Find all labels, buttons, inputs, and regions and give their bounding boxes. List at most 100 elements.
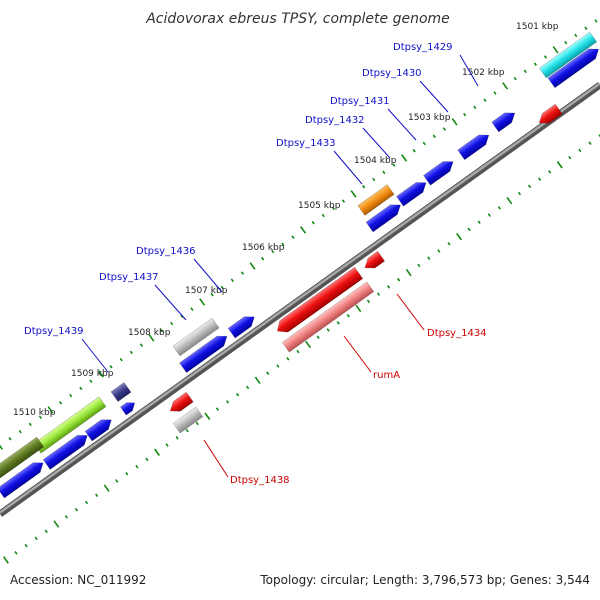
gene-reverse-1501[interactable] (536, 103, 563, 128)
misc-feature-navy[interactable] (110, 382, 132, 402)
scale-tick (483, 98, 487, 102)
gene-label[interactable]: Dtpsy_1429 (393, 42, 453, 53)
gene-dtpsy-1431[interactable] (457, 130, 493, 161)
label-leader-line (387, 108, 417, 141)
scale-tick (286, 357, 290, 361)
gene-label[interactable]: Dtpsy_1438 (230, 475, 290, 486)
outer-tick-scale (0, 19, 598, 450)
misc-feature-orange[interactable] (357, 184, 395, 216)
scale-tick (34, 536, 38, 541)
label-leader-line (343, 335, 372, 373)
scale-tick (477, 220, 481, 224)
scale-tick (24, 543, 28, 548)
tick-label: 1506 kbp (242, 243, 285, 253)
gene-ruma[interactable] (281, 281, 375, 353)
scale-tick (8, 437, 12, 441)
scale-tick (220, 285, 224, 290)
gene-label[interactable]: rumA (373, 370, 400, 381)
scale-tick (74, 507, 79, 512)
genome-backbone-highlight (0, 82, 600, 514)
gene-dtpsy-1441[interactable] (0, 458, 47, 499)
scale-tick (437, 249, 441, 253)
scale-tick (47, 406, 54, 414)
gene-label[interactable]: Dtpsy_1433 (276, 138, 336, 149)
gene-label[interactable]: Dtpsy_1430 (362, 68, 422, 79)
gene-dtpsy-1439[interactable] (84, 415, 115, 442)
scale-tick (175, 436, 179, 440)
scale-tick (109, 365, 113, 369)
gene-label[interactable]: Dtpsy_1436 (136, 246, 196, 257)
label-leader-line (362, 127, 391, 159)
label-leader-line (81, 338, 109, 373)
scale-tick (148, 334, 155, 342)
scale-tick (125, 472, 129, 476)
scale-tick (154, 448, 160, 456)
scale-tick (199, 298, 206, 306)
label-leader-line (459, 54, 479, 87)
scale-tick (69, 393, 73, 398)
misc-feature-olive[interactable] (0, 436, 45, 484)
gene-label[interactable]: Dtpsy_1439 (24, 326, 84, 337)
gene-label[interactable]: Dtpsy_1432 (305, 115, 365, 126)
scale-tick (165, 443, 169, 447)
label-leader-line (333, 150, 363, 185)
scale-tick (346, 313, 350, 318)
scale-tick (366, 299, 371, 304)
gene-dtpsy-1438-a[interactable] (167, 391, 194, 416)
gene-dtpsy-1434[interactable] (273, 266, 364, 337)
scale-tick (300, 226, 307, 234)
scale-tick (129, 350, 133, 355)
tick-label: 1504 kbp (354, 156, 397, 166)
scale-tick (59, 401, 63, 405)
scale-tick (305, 340, 312, 349)
scale-tick (215, 407, 220, 411)
gene-dtpsy-1440[interactable] (42, 431, 91, 470)
pseudo-feature-1437[interactable] (172, 317, 220, 357)
gene-dtpsy-1429[interactable] (547, 44, 600, 89)
gene-label[interactable]: Dtpsy_1437 (99, 272, 159, 283)
scale-tick (497, 206, 501, 210)
gene-dtpsy-1436[interactable] (227, 312, 258, 339)
scale-tick (103, 484, 110, 492)
scale-tick (195, 421, 199, 426)
scale-tick (230, 278, 234, 283)
scale-tick (204, 412, 211, 420)
scale-tick (190, 307, 194, 311)
scale-tick (64, 515, 68, 519)
scale-tick (442, 127, 447, 131)
rrna-feature-1501[interactable] (538, 31, 598, 79)
gene-dtpsy-1437[interactable] (179, 331, 231, 374)
scale-tick (568, 155, 572, 160)
gene-dtpsy-1430[interactable] (491, 108, 519, 133)
scale-tick (170, 321, 174, 326)
scale-tick (401, 154, 408, 162)
scale-tick (598, 134, 600, 138)
gene-labels: Dtpsy_1429 Dtpsy_1430 Dtpsy_1431 Dtpsy_1432… (24, 42, 487, 486)
scale-tick (467, 227, 471, 232)
scale-tick (405, 268, 412, 277)
scale-tick (523, 69, 527, 74)
tick-label: 1510 kbp (13, 408, 56, 418)
scale-tick (311, 220, 315, 225)
gene-dtpsy-1433-a[interactable] (396, 178, 429, 207)
gene-label[interactable]: Dtpsy_1431 (330, 96, 390, 107)
scale-tick (564, 40, 568, 45)
gene-label[interactable]: Dtpsy_1434 (427, 328, 487, 339)
gene-dtpsy-1433[interactable] (365, 200, 404, 233)
scale-tick (180, 314, 184, 319)
scale-tick (594, 19, 598, 23)
scale-tick (392, 163, 396, 167)
label-leader-line (396, 293, 425, 331)
scale-tick (160, 328, 164, 333)
gene-dtpsy-1434-a[interactable] (361, 250, 386, 272)
scale-tick (3, 556, 9, 564)
scale-tick (341, 199, 346, 203)
tick-label: 1505 kbp (298, 201, 341, 211)
scale-tick (316, 335, 320, 339)
scale-tick (261, 256, 265, 261)
scale-tick (543, 55, 548, 59)
gene-dtpsy-1432[interactable] (423, 157, 456, 186)
scale-tick (281, 242, 285, 247)
gene-dtpsy-1438[interactable] (172, 406, 204, 434)
gene-small-1509[interactable] (119, 399, 137, 416)
